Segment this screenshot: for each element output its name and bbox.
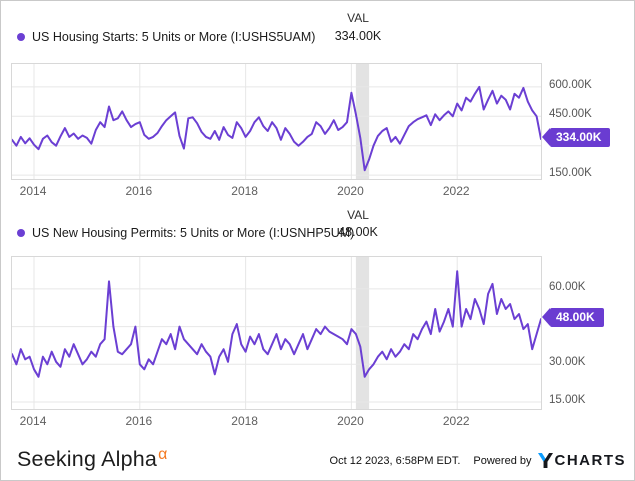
series-dot-icon bbox=[17, 229, 25, 237]
y-tick-label: 600.00K bbox=[549, 78, 592, 91]
y-tick-label: 60.00K bbox=[549, 280, 586, 293]
housing-permits-plot bbox=[11, 256, 542, 410]
series-dot-icon bbox=[17, 33, 25, 41]
recession-band bbox=[355, 64, 370, 179]
ycharts-wordmark: CHARTS bbox=[554, 452, 626, 469]
data-line bbox=[12, 85, 541, 172]
housing-starts-latest-value-badge: 334.00K bbox=[541, 128, 611, 148]
x-tick-label: 2018 bbox=[231, 184, 258, 198]
housing-permits-line-chart bbox=[12, 257, 541, 409]
series-label-housing-permits: US New Housing Permits: 5 Units or More … bbox=[32, 226, 355, 240]
seeking-alpha-wordmark: Seeking Alpha bbox=[17, 447, 158, 471]
housing-starts-plot bbox=[11, 63, 542, 180]
powered-by-label: Powered by bbox=[473, 454, 532, 467]
y-tick-label: 150.00K bbox=[549, 167, 592, 180]
x-tick-label: 2014 bbox=[19, 184, 47, 198]
val-column-header: VAL bbox=[347, 208, 369, 222]
legend-housing-permits: US New Housing Permits: 5 Units or More … bbox=[17, 226, 354, 240]
footer-attribution: Oct 12 2023, 6:58PM EDT. Powered by CHAR… bbox=[330, 452, 626, 469]
data-line bbox=[12, 270, 541, 378]
x-tick-label: 2014 bbox=[19, 414, 47, 428]
series-value-housing-starts: 334.00K bbox=[334, 29, 382, 43]
y-tick-label: 30.00K bbox=[549, 356, 586, 369]
y-tick-label: 450.00K bbox=[549, 108, 592, 121]
x-tick-label: 2020 bbox=[337, 414, 364, 428]
y-tick-label: 15.00K bbox=[549, 393, 586, 406]
housing-permits-latest-value-badge: 48.00K bbox=[542, 308, 604, 328]
alpha-icon: α bbox=[158, 446, 168, 463]
x-tick-label: 2018 bbox=[231, 414, 258, 428]
series-label-housing-starts: US Housing Starts: 5 Units or More (I:US… bbox=[32, 30, 316, 44]
x-tick-label: 2022 bbox=[442, 414, 470, 428]
timestamp: Oct 12 2023, 6:58PM EDT. bbox=[329, 454, 461, 467]
x-tick-label: 2016 bbox=[125, 184, 153, 198]
x-tick-label: 2020 bbox=[337, 184, 364, 198]
series-value-housing-permits: 48.00K bbox=[338, 225, 378, 239]
ycharts-logo: CHARTS bbox=[537, 452, 627, 469]
housing-starts-line-chart bbox=[12, 64, 541, 179]
x-tick-label: 2022 bbox=[442, 184, 470, 198]
recession-band bbox=[355, 257, 370, 409]
val-column-header: VAL bbox=[347, 11, 369, 25]
x-tick-label: 2016 bbox=[125, 414, 153, 428]
ycharts-y-icon bbox=[537, 453, 553, 468]
seeking-alpha-logo: Seeking Alphaα bbox=[17, 446, 168, 472]
legend-housing-starts: US Housing Starts: 5 Units or More (I:US… bbox=[17, 30, 315, 44]
